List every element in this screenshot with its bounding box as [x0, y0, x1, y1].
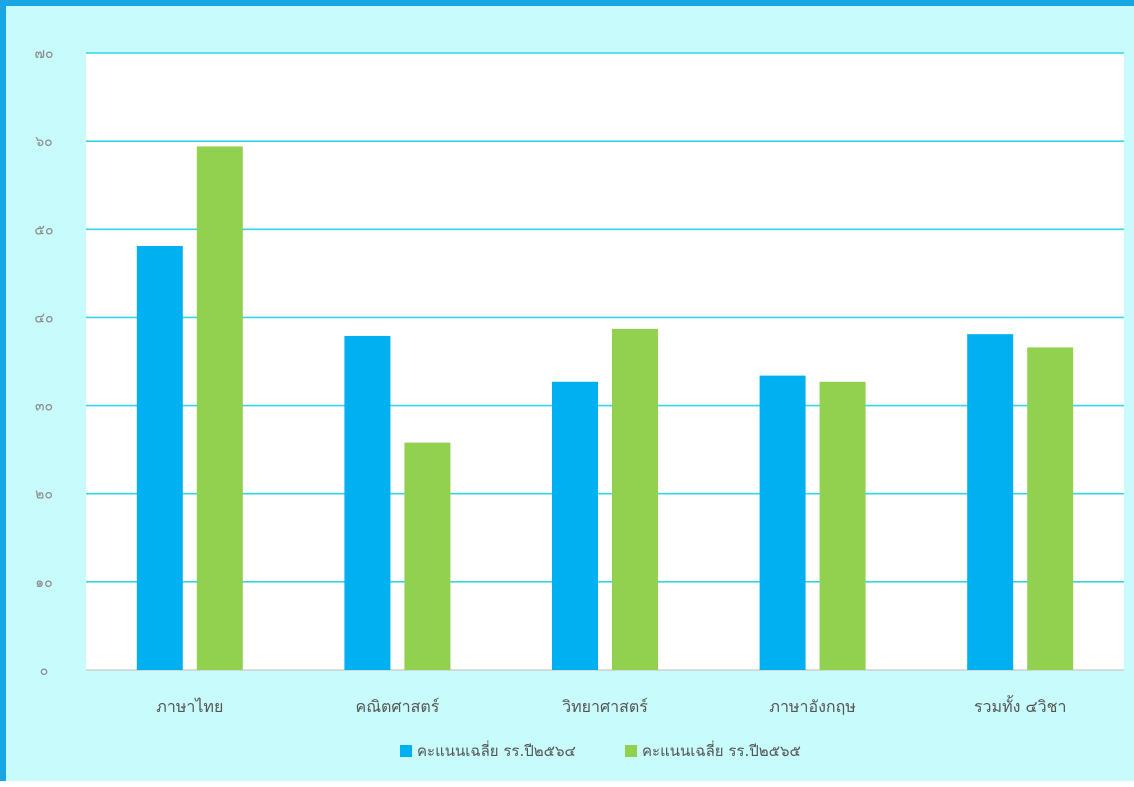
- y-tick-label: ๖๐: [35, 134, 52, 150]
- bar-1-1: [404, 442, 451, 670]
- legend-label-1: คะแนนเฉลี่ย รร.ปี๒๕๖๕: [642, 740, 801, 760]
- x-tick-label: วิทยาศาสตร์: [562, 697, 648, 716]
- y-tick-label: ๕๐: [34, 222, 53, 238]
- bar-3-1: [819, 381, 866, 670]
- bar-4-0: [967, 334, 1014, 670]
- y-tick-label: ๓๐: [35, 399, 53, 415]
- bar-1-0: [344, 335, 391, 670]
- y-tick-label: ๑๐: [35, 575, 52, 591]
- x-tick-label: ภาษาไทย: [156, 697, 223, 716]
- x-tick-label: คณิตศาสตร์: [355, 697, 439, 716]
- legend-swatch-0: [400, 745, 412, 757]
- y-tick-label: ๗๐: [34, 46, 53, 62]
- legend-swatch-1: [625, 745, 637, 757]
- x-tick-label: ภาษาอังกฤษ: [769, 697, 855, 716]
- bar-0-0: [136, 246, 183, 671]
- bar-0-1: [196, 146, 243, 671]
- bar-2-1: [612, 328, 658, 670]
- y-tick-label: ๐: [40, 663, 49, 679]
- x-tick-label: รวมทั้ง ๔วิชา: [974, 695, 1067, 716]
- bar-2-0: [552, 381, 598, 670]
- plot-area: [86, 53, 1124, 670]
- bar-4-1: [1027, 347, 1074, 670]
- legend-label-0: คะแนนเฉลี่ย รร.ปี๒๕๖๔: [417, 740, 576, 760]
- bar-3-0: [759, 375, 806, 670]
- y-tick-label: ๔๐: [34, 310, 53, 326]
- y-tick-label: ๒๐: [35, 487, 53, 503]
